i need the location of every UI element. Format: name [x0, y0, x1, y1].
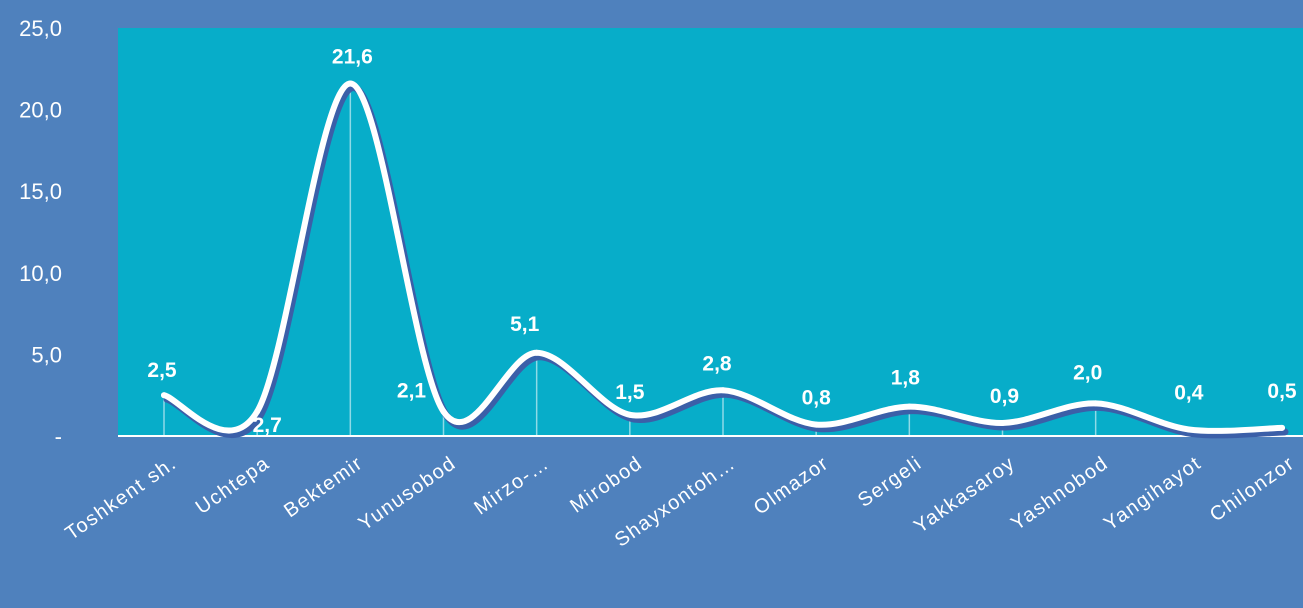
data-point — [1279, 424, 1285, 431]
y-tick-label: - — [55, 424, 62, 449]
data-label: 0,4 — [1174, 381, 1204, 404]
y-tick-label: 25,0 — [19, 16, 62, 41]
data-label: 1,5 — [615, 381, 645, 404]
data-label: 0,8 — [802, 387, 832, 410]
data-point — [254, 408, 261, 415]
data-label: 0,5 — [1267, 380, 1297, 403]
y-axis-ticks: - 5,0 10,0 15,0 20,0 25,0 — [19, 16, 62, 449]
plot-area — [118, 28, 1303, 436]
data-labels: 2,5 2,7 21,6 2,1 5,1 1,5 2,8 0,8 1,8 0,9 2,0 0,4 0,5 — [147, 45, 1297, 437]
data-point — [1185, 426, 1192, 433]
y-tick-label: 10,0 — [19, 261, 62, 286]
data-label: 0,9 — [990, 385, 1019, 408]
data-label: 1,8 — [891, 367, 921, 390]
data-point — [347, 80, 354, 87]
data-label: 2,7 — [253, 414, 282, 437]
data-point — [720, 387, 726, 394]
data-point — [813, 421, 820, 428]
y-tick-label: 20,0 — [19, 98, 62, 123]
data-label: 2,1 — [397, 380, 427, 403]
data-point — [161, 392, 167, 399]
data-point — [533, 349, 540, 356]
data-point — [626, 411, 633, 418]
data-point — [999, 419, 1006, 426]
data-label: 2,8 — [702, 352, 732, 375]
y-tick-label: 15,0 — [19, 179, 62, 204]
series-line — [161, 80, 1289, 439]
data-label: 21,6 — [332, 45, 373, 68]
data-point — [906, 403, 913, 410]
data-point — [1092, 400, 1099, 407]
data-label: 5,1 — [510, 313, 540, 336]
y-tick-label: 5,0 — [31, 342, 62, 367]
data-label: 2,0 — [1073, 361, 1102, 384]
data-label: 2,5 — [147, 359, 177, 382]
series-line-path — [161, 80, 1285, 434]
data-point — [440, 408, 447, 415]
